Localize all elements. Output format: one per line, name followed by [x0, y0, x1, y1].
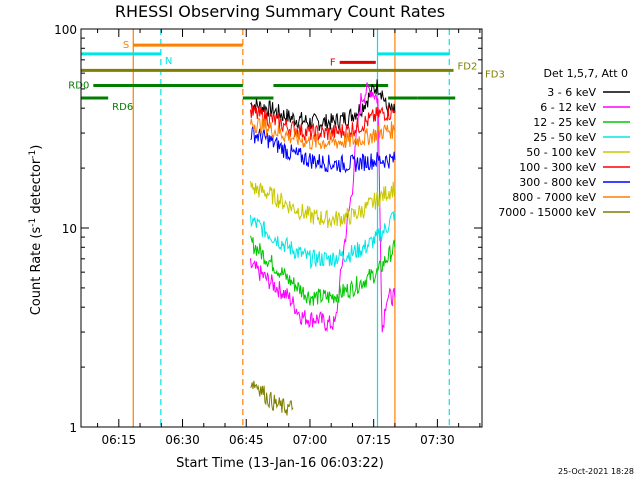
- footer-timestamp: 25-Oct-2021 18:28: [558, 467, 634, 476]
- series-line-3: [250, 210, 396, 270]
- series-line-4: [250, 180, 396, 229]
- series-line-2: [250, 235, 396, 306]
- chart-title: RHESSI Observing Summary Count Rates: [115, 2, 445, 21]
- legend-label: 50 - 100 keV: [526, 146, 596, 159]
- y-tick-label: 100: [54, 23, 77, 37]
- flag-label-s: S: [123, 40, 129, 51]
- x-tick-label: 06:15: [102, 433, 137, 447]
- series-line-0: [250, 79, 396, 132]
- plot-area: S N F FD2 RD0 RD6: [68, 29, 477, 427]
- legend-label: 100 - 300 keV: [519, 161, 596, 174]
- flag-label-n: N: [165, 56, 172, 67]
- flag-label-rd0: RD0: [68, 81, 89, 92]
- legend-label: 25 - 50 keV: [533, 131, 596, 144]
- flag-label-rd6: RD6: [112, 102, 133, 113]
- flag-label-fd3: FD3: [485, 69, 505, 80]
- series-line-7: [250, 117, 396, 150]
- x-axis: 06:15 06:30 06:45 07:00 07:15 07:30: [97, 29, 481, 447]
- legend-label: 800 - 7000 keV: [512, 191, 596, 204]
- series-line-6: [250, 124, 396, 174]
- x-tick-label: 07:00: [293, 433, 328, 447]
- y-tick-label: 1: [69, 421, 77, 435]
- series-line-1: [250, 82, 396, 333]
- flag-label-fd2: FD2: [458, 61, 478, 72]
- series-line-8: [250, 380, 294, 416]
- flag-label-f: F: [330, 57, 336, 68]
- series-line-5: [250, 104, 396, 142]
- legend-label: 7000 - 15000 keV: [498, 206, 596, 219]
- legend: Det 1,5,7, Att 0 3 - 6 keV 6 - 12 keV 12 -…: [498, 67, 630, 219]
- legend-label: 3 - 6 keV: [547, 86, 596, 99]
- legend-label: 6 - 12 keV: [540, 101, 596, 114]
- legend-label: 12 - 25 keV: [533, 116, 596, 129]
- x-tick-label: 07:30: [420, 433, 455, 447]
- x-axis-label: Start Time (13-Jan-16 06:03:22): [176, 456, 384, 471]
- y-axis-label: Count Rate (s-1 detector-1): [28, 145, 44, 316]
- legend-header: Det 1,5,7, Att 0: [544, 67, 628, 80]
- y-tick-label: 10: [62, 222, 77, 236]
- x-tick-label: 06:45: [229, 433, 264, 447]
- y-axis: 1 10 100: [54, 23, 482, 435]
- x-tick-label: 06:30: [165, 433, 200, 447]
- legend-label: 300 - 800 keV: [519, 176, 596, 189]
- plot-frame: [80, 28, 483, 428]
- x-tick-label: 07:15: [356, 433, 391, 447]
